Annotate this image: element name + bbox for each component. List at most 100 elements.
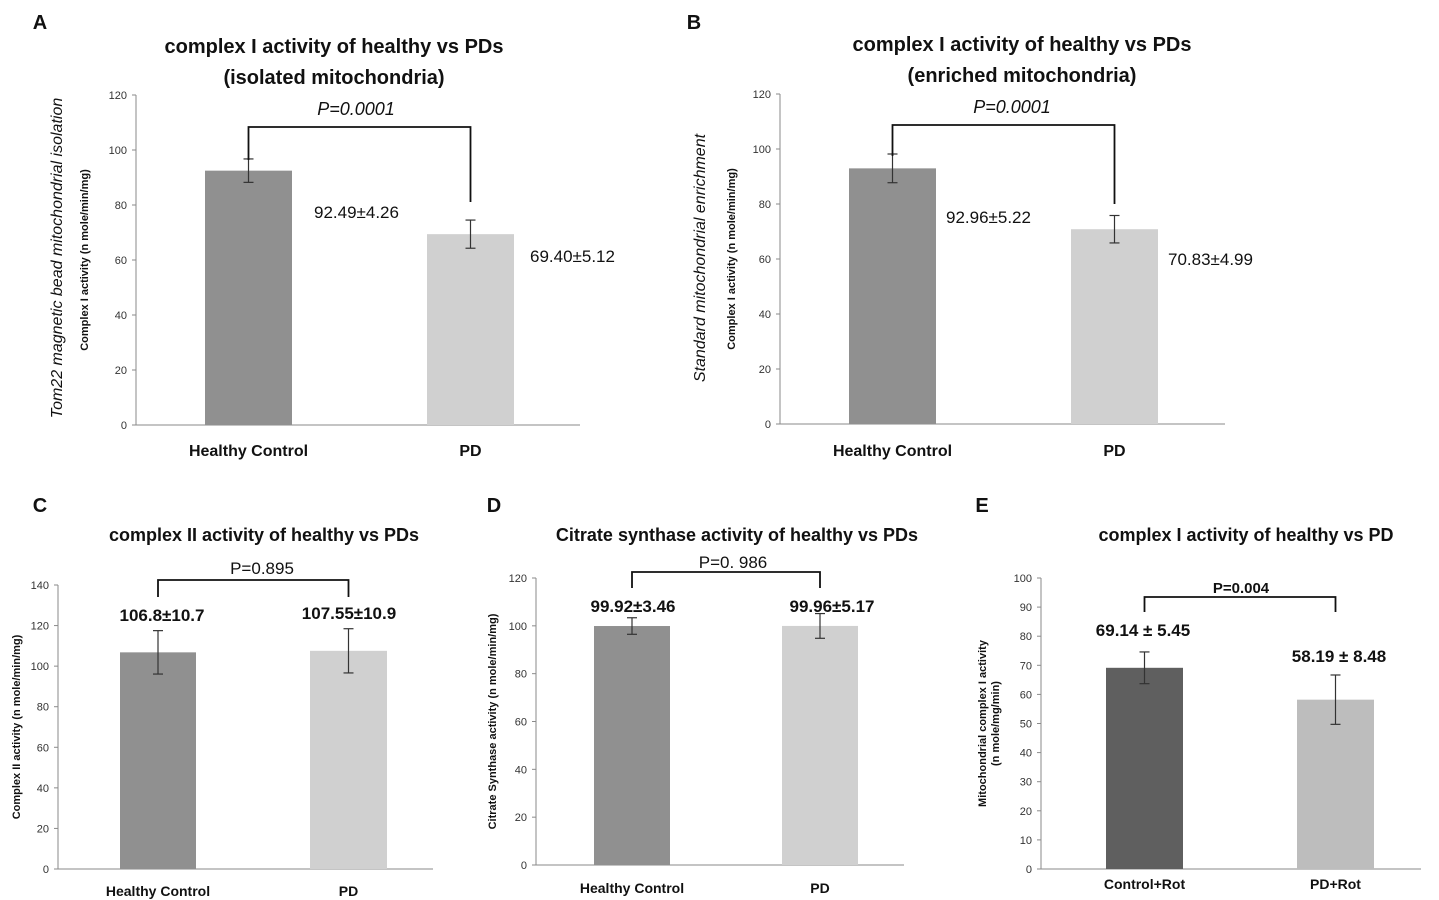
data-label: 107.55±10.9 — [302, 604, 396, 623]
y-tick-label: 0 — [43, 864, 49, 876]
y-tick-label: 20 — [37, 823, 49, 835]
y-tick-label: 40 — [115, 310, 127, 322]
significance-bracket — [1143, 596, 1337, 612]
y-tick-label: 100 — [31, 661, 49, 673]
side-label: Standard mitochondrial enrichment — [692, 133, 709, 382]
y-tick-label: 100 — [1014, 573, 1032, 585]
p-value: P=0.0001 — [973, 97, 1051, 117]
panel-letter: D — [487, 495, 501, 517]
y-tick-label: 40 — [515, 764, 527, 776]
p-value: P=0.895 — [230, 559, 294, 578]
chart-title: Citrate synthase activity of healthy vs … — [556, 525, 918, 545]
y-tick-label: 0 — [765, 419, 771, 431]
panel-letter: B — [687, 12, 701, 34]
data-label: 69.14 ± 5.45 — [1096, 621, 1190, 640]
category-label: PD — [339, 883, 358, 899]
significance-bracket — [157, 579, 350, 597]
bar — [1297, 699, 1374, 869]
y-tick-label: 20 — [515, 812, 527, 824]
y-axis-label: (n mole/mg/min) — [990, 681, 1002, 766]
y-tick-label: 80 — [515, 669, 527, 681]
y-tick-label: 120 — [31, 621, 49, 633]
bar — [594, 626, 670, 865]
y-tick-label: 20 — [1020, 806, 1032, 818]
y-tick-label: 40 — [1020, 748, 1032, 760]
y-tick-label: 120 — [509, 573, 527, 585]
p-value: P=0. 986 — [699, 553, 768, 572]
y-tick-label: 80 — [759, 199, 771, 211]
y-tick-label: 30 — [1020, 777, 1032, 789]
panel-letter: C — [33, 495, 47, 517]
y-tick-label: 80 — [37, 702, 49, 714]
p-value: P=0.004 — [1213, 580, 1270, 597]
data-label: 92.96±5.22 — [946, 208, 1031, 227]
p-value: P=0.0001 — [317, 99, 395, 119]
y-tick-label: 80 — [115, 200, 127, 212]
data-label: 99.96±5.17 — [790, 597, 875, 616]
y-axis-label: Citrate Synthase activity (n mole/min/mg… — [487, 613, 499, 829]
y-tick-label: 0 — [521, 860, 527, 872]
y-tick-label: 0 — [1026, 864, 1032, 876]
chart-title: complex I activity of healthy vs PDs — [164, 36, 503, 58]
y-tick-label: 20 — [115, 365, 127, 377]
bar — [310, 650, 387, 869]
y-tick-label: 60 — [37, 742, 49, 754]
category-label: PD+Rot — [1310, 876, 1361, 892]
y-tick-label: 40 — [37, 783, 49, 795]
panel-letter: E — [975, 495, 988, 517]
y-axis-label: Complex I activity (n mole/min/mg) — [726, 168, 738, 350]
y-tick-label: 60 — [515, 717, 527, 729]
bar — [427, 234, 514, 425]
data-label: 92.49±4.26 — [314, 203, 399, 222]
y-tick-label: 50 — [1020, 719, 1032, 731]
significance-bracket — [247, 126, 472, 202]
category-label: Healthy Control — [580, 880, 684, 896]
bar — [1071, 229, 1158, 424]
category-label: Healthy Control — [189, 443, 308, 460]
y-tick-label: 100 — [509, 621, 527, 633]
significance-bracket — [631, 571, 821, 588]
significance-bracket — [891, 124, 1116, 204]
bar — [782, 625, 858, 865]
y-axis-label: Complex II activity (n mole/min/mg) — [11, 634, 23, 819]
category-label: Control+Rot — [1104, 876, 1186, 892]
panel-letter: A — [33, 12, 47, 34]
category-label: PD — [810, 880, 829, 896]
data-label: 58.19 ± 8.48 — [1292, 647, 1386, 666]
chart-title: complex II activity of healthy vs PDs — [109, 525, 419, 545]
bar — [849, 168, 936, 424]
y-tick-label: 100 — [753, 144, 771, 156]
y-tick-label: 70 — [1020, 660, 1032, 672]
bar — [205, 170, 292, 425]
category-label: PD — [1103, 443, 1125, 460]
y-tick-label: 120 — [753, 89, 771, 101]
side-label: Tom22 magnetic bead mitochondrial isolat… — [49, 98, 66, 419]
category-label: PD — [459, 443, 481, 460]
data-label: 106.8±10.7 — [120, 606, 205, 625]
chart-title: complex I activity of healthy vs PDs — [852, 34, 1191, 56]
y-tick-label: 0 — [121, 420, 127, 432]
y-axis-label: Complex I activity (n mole/min/mg) — [79, 169, 91, 351]
bar — [1106, 667, 1183, 869]
y-tick-label: 80 — [1020, 631, 1032, 643]
chart-title: (isolated mitochondria) — [223, 67, 444, 89]
y-tick-label: 60 — [115, 255, 127, 267]
y-tick-label: 20 — [759, 364, 771, 376]
chart-title: (enriched mitochondria) — [908, 65, 1137, 87]
data-label: 99.92±3.46 — [591, 597, 676, 616]
panel-d: D Citrate synthase activity of healthy vs… — [487, 495, 918, 896]
y-tick-label: 120 — [109, 90, 127, 102]
y-tick-label: 60 — [759, 254, 771, 266]
y-axis-label: Mitochondrial complex I activity — [977, 639, 989, 807]
bar — [120, 652, 196, 869]
y-tick-label: 100 — [109, 145, 127, 157]
y-tick-label: 60 — [1020, 689, 1032, 701]
chart-title: complex I activity of healthy vs PD — [1098, 525, 1393, 545]
data-label: 70.83±4.99 — [1168, 250, 1253, 269]
category-label: Healthy Control — [833, 443, 952, 460]
